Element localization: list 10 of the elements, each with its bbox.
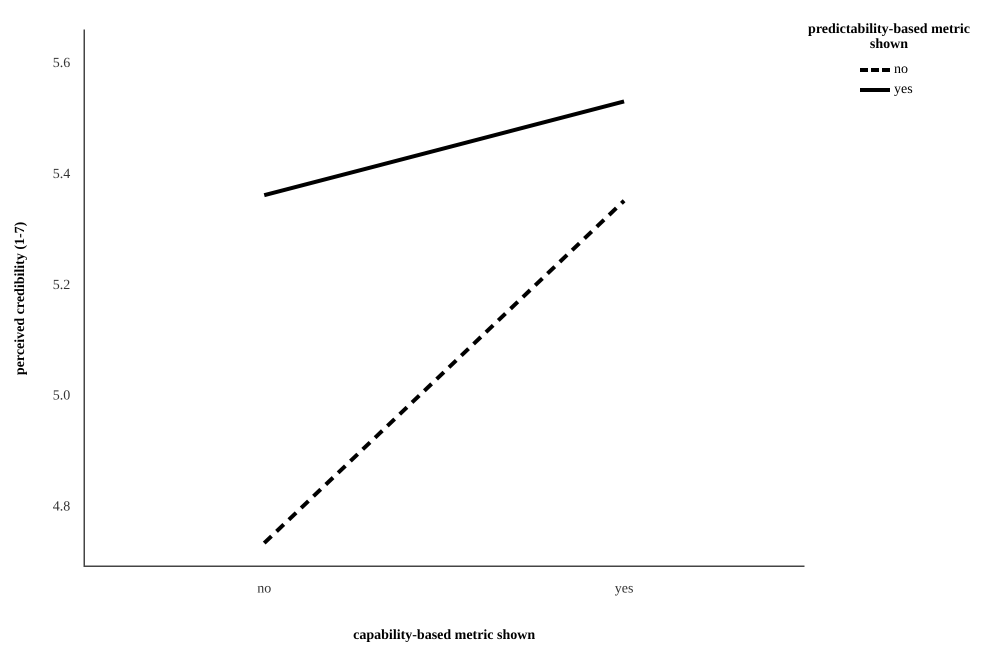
y-tick-label: 5.4 — [52, 166, 70, 182]
legend-label: no — [894, 62, 909, 78]
y-tick-label: 4.8 — [52, 500, 70, 515]
y-tick-label: 5.0 — [52, 388, 70, 404]
y-tick-label: 5.2 — [52, 278, 70, 293]
x-axis-title: capability-based metric shown — [353, 628, 536, 644]
y-axis-title: perceived credibility (1-7) — [13, 221, 28, 376]
legend-label: yes — [894, 82, 914, 98]
legend-title: predictability-based metric shown — [807, 22, 971, 52]
y-tick-label: 5.6 — [52, 56, 70, 71]
